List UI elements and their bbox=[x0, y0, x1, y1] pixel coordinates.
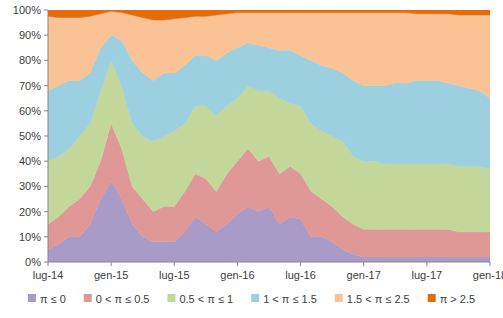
y-tick bbox=[44, 236, 48, 237]
x-tick bbox=[363, 262, 364, 266]
plot-area bbox=[48, 10, 490, 262]
x-tick-label: gen-16 bbox=[220, 269, 254, 281]
legend-label: π ≤ 0 bbox=[40, 293, 66, 305]
legend-label: 0.5 < π ≤ 1 bbox=[179, 293, 233, 305]
x-tick bbox=[300, 262, 301, 266]
x-tick bbox=[174, 262, 175, 266]
x-tick bbox=[111, 262, 112, 266]
area-series bbox=[48, 11, 490, 98]
y-tick-label: 100% bbox=[13, 4, 41, 16]
x-tick-label: lug-15 bbox=[159, 269, 190, 281]
y-tick-label: 30% bbox=[19, 180, 41, 192]
y-tick-label: 80% bbox=[19, 54, 41, 66]
y-tick-label: 0% bbox=[25, 256, 41, 268]
x-tick bbox=[48, 262, 49, 266]
x-tick bbox=[426, 262, 427, 266]
y-tick bbox=[44, 262, 48, 263]
y-tick bbox=[44, 161, 48, 162]
y-tick bbox=[44, 186, 48, 187]
y-tick-label: 60% bbox=[19, 105, 41, 117]
x-tick-label: gen-17 bbox=[347, 269, 381, 281]
y-tick-label: 70% bbox=[19, 80, 41, 92]
x-tick-label: gen-18 bbox=[473, 269, 503, 281]
area-series bbox=[48, 10, 490, 20]
legend-swatch bbox=[335, 294, 343, 302]
chart: 0% 10% 20% 30% 40% 50% 60% 70% 80% 90% 100% lug-14 g… bbox=[0, 0, 503, 318]
x-tick-label: gen-15 bbox=[94, 269, 128, 281]
legend-label: π > 2.5 bbox=[440, 293, 475, 305]
y-tick bbox=[44, 60, 48, 61]
legend-label: 1 < π ≤ 1.5 bbox=[263, 293, 317, 305]
x-tick-label: lug-17 bbox=[412, 269, 443, 281]
y-tick-label: 50% bbox=[19, 130, 41, 142]
y-tick bbox=[44, 136, 48, 137]
y-tick bbox=[44, 110, 48, 111]
legend-label: 1.5 < π ≤ 2.5 bbox=[347, 293, 410, 305]
y-tick-label: 40% bbox=[19, 155, 41, 167]
y-tick-label: 20% bbox=[19, 206, 41, 218]
y-tick bbox=[44, 10, 48, 11]
legend-swatch bbox=[428, 294, 436, 302]
x-axis-line bbox=[48, 262, 490, 263]
x-tick bbox=[490, 262, 491, 266]
legend-swatch bbox=[28, 294, 36, 302]
y-tick bbox=[44, 211, 48, 212]
y-tick bbox=[44, 85, 48, 86]
legend-swatch bbox=[251, 294, 259, 302]
x-tick bbox=[237, 262, 238, 266]
legend: π ≤ 0 0 < π ≤ 0.5 0.5 < π ≤ 1 1 < π ≤ 1.5 1.… bbox=[28, 293, 475, 305]
y-tick-label: 10% bbox=[19, 231, 41, 243]
y-tick bbox=[44, 35, 48, 36]
legend-label: 0 < π ≤ 0.5 bbox=[96, 293, 150, 305]
x-tick-label: lug-14 bbox=[33, 269, 64, 281]
legend-swatch bbox=[167, 294, 175, 302]
y-tick-label: 90% bbox=[19, 29, 41, 41]
x-tick-label: lug-16 bbox=[285, 269, 316, 281]
legend-swatch bbox=[84, 294, 92, 302]
